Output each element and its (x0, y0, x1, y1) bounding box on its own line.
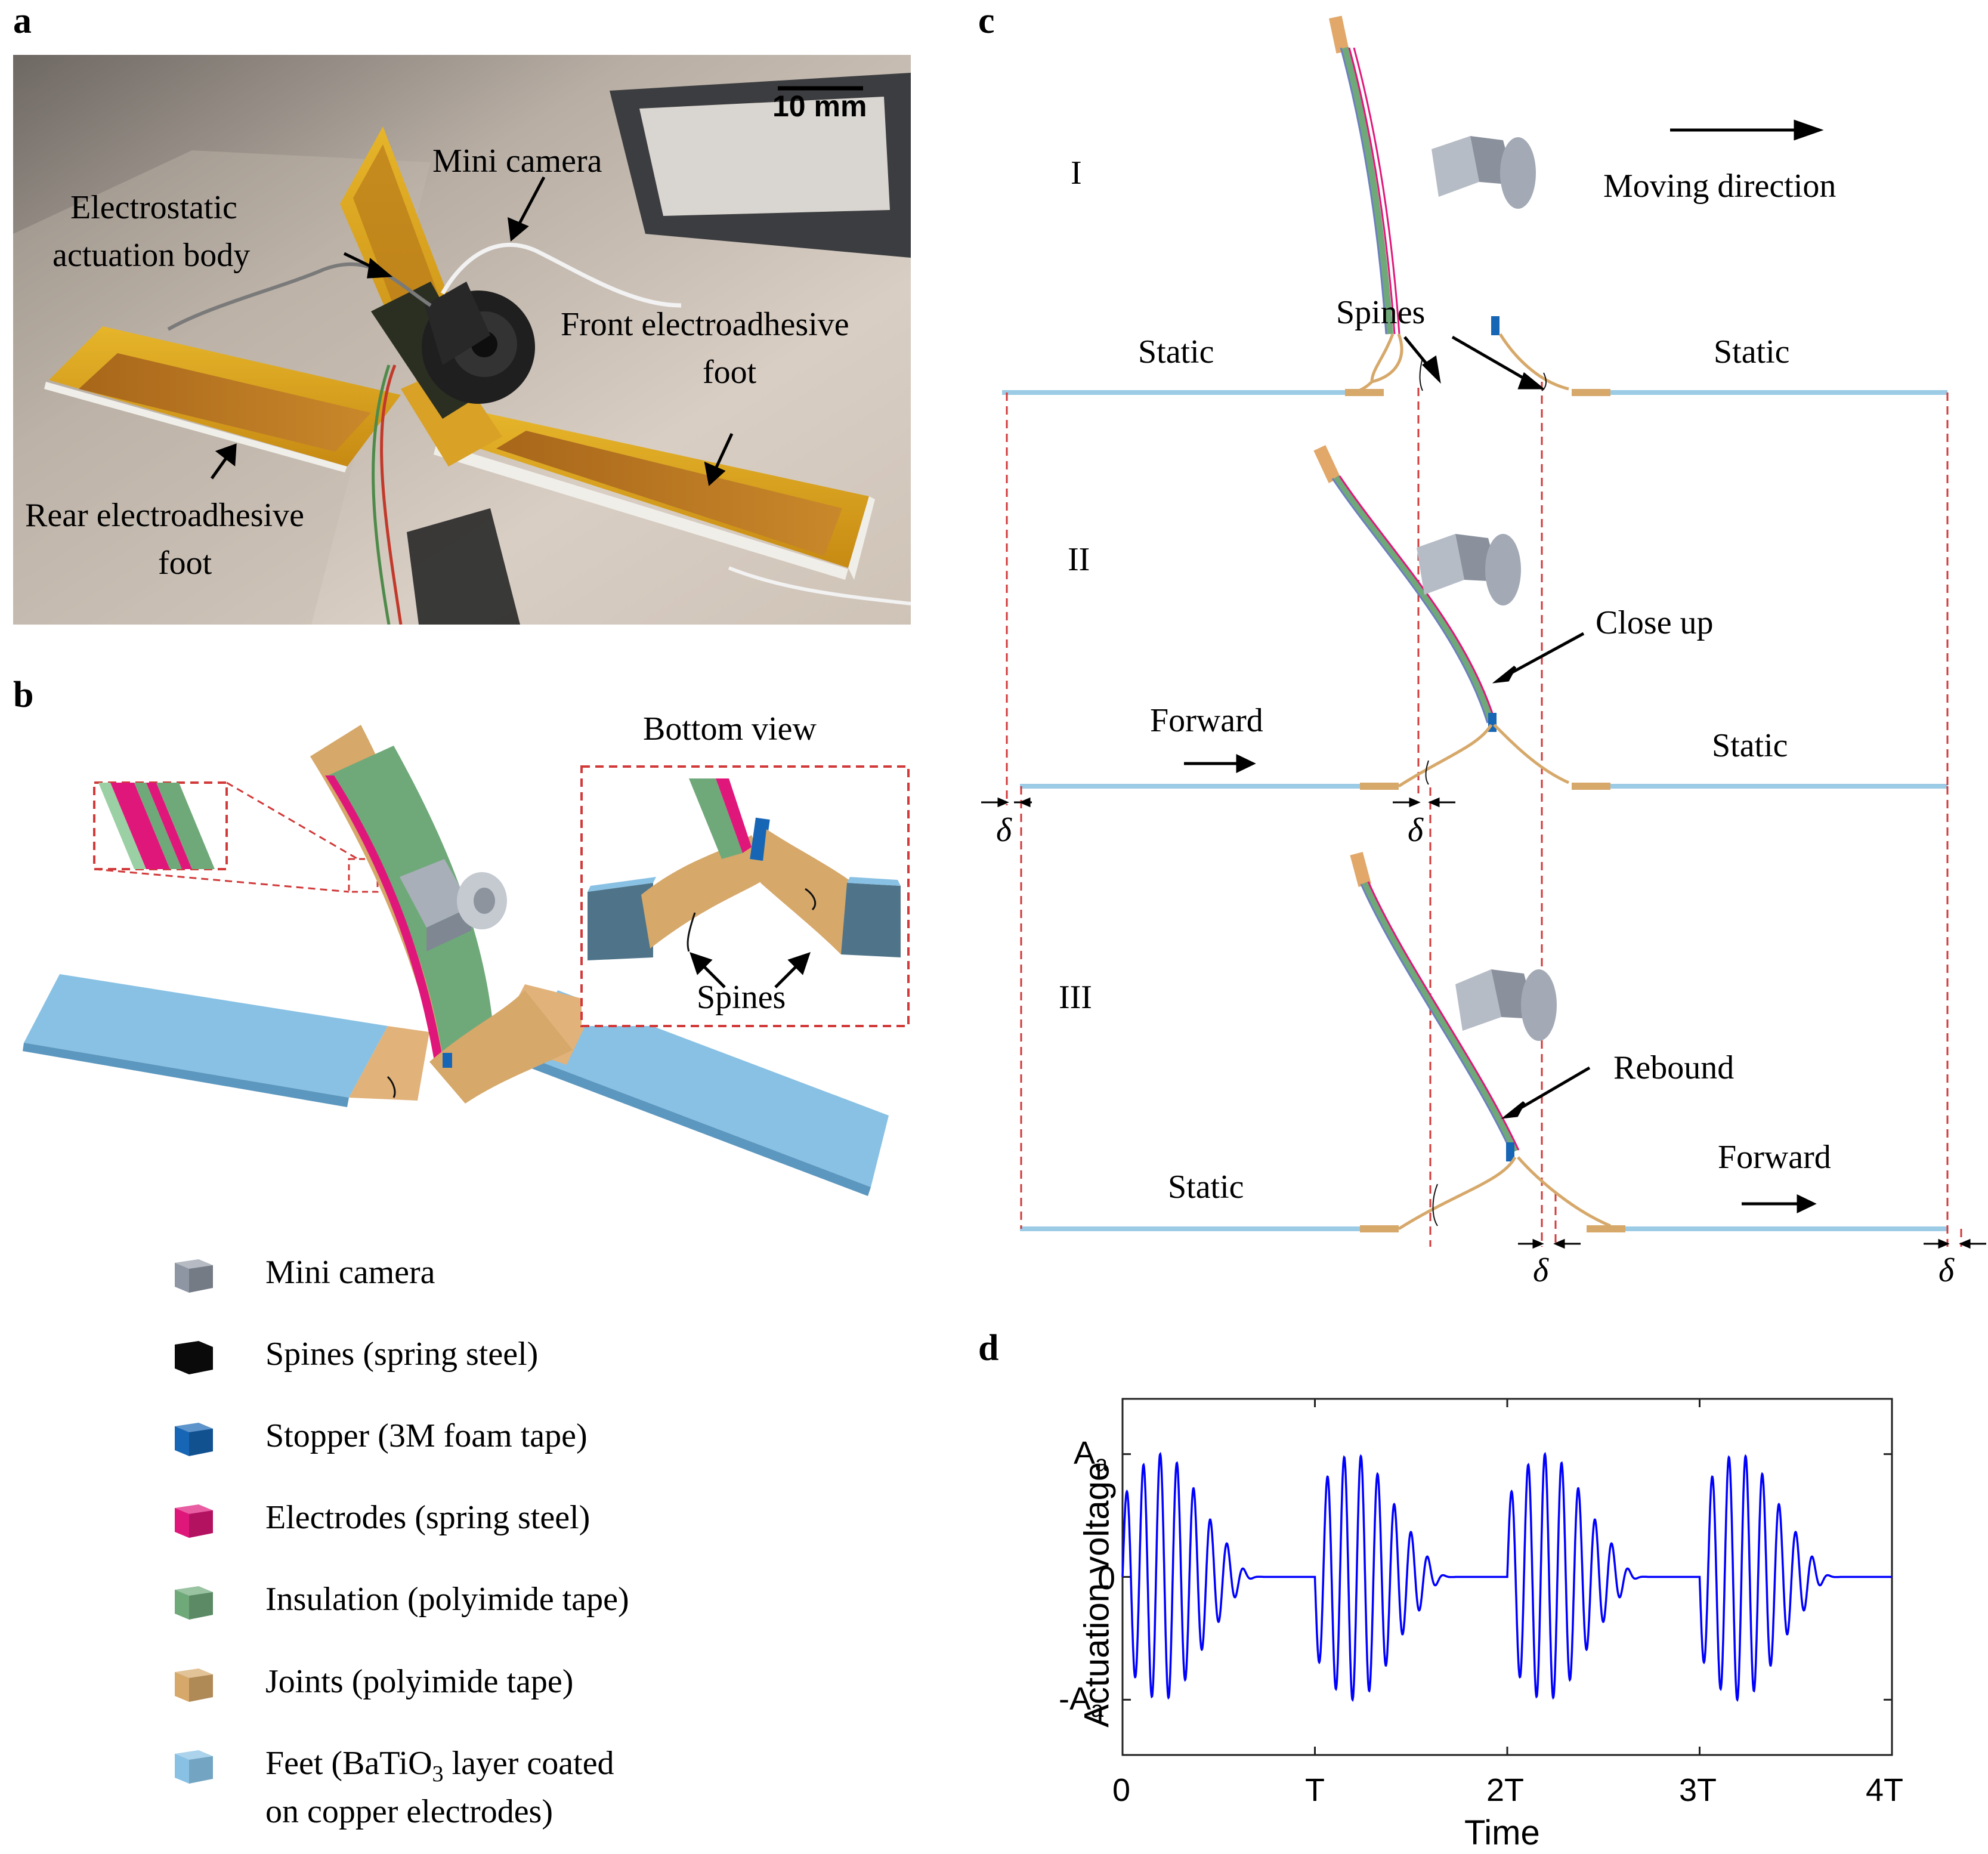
delta-label-1: δ (996, 812, 1012, 849)
bottom-view-title: Bottom view (643, 710, 817, 747)
robot-stage-2 (1313, 445, 1570, 788)
label-mini-camera: Mini camera (432, 143, 602, 180)
label-rear-foot-2: foot (158, 545, 212, 582)
panel-label-c: c (978, 1, 995, 41)
label-front-foot-2: foot (703, 354, 757, 391)
x-axis-label: Time (1464, 1813, 1540, 1852)
swatch-top (175, 1259, 213, 1293)
forward-label-2: Forward (1718, 1139, 1831, 1176)
legend-swatch-2 (175, 1423, 213, 1456)
legend-swatch-3 (175, 1504, 213, 1538)
panel-a-photo (13, 55, 911, 625)
x-tick-label-2: 2T (1486, 1772, 1525, 1808)
x-tick-label-1: T (1305, 1772, 1325, 1808)
legend-label-3: Electrodes (spring steel) (265, 1499, 590, 1536)
y-tick-label-top: Aa (1074, 1435, 1108, 1476)
delta-label-3: δ (1533, 1252, 1549, 1289)
static-label-1: Static (1138, 333, 1214, 370)
moving-direction-label: Moving direction (1603, 168, 1836, 205)
label-actuation-body-1: Electrostatic (70, 189, 237, 226)
panel-label-a: a (13, 1, 32, 41)
panel-label-d: d (978, 1328, 999, 1368)
close-up-label: Close up (1596, 604, 1714, 641)
label-rear-foot-1: Rear electroadhesive (25, 497, 304, 534)
forward-label-1: Forward (1150, 702, 1263, 739)
legend-label-6-b: layer coated (443, 1745, 614, 1782)
legend-label-6: Feet (BaTiO3 layer coated (265, 1744, 614, 1788)
legend-label-4: Insulation (polyimide tape) (265, 1581, 629, 1618)
panel-c-diagram (981, 16, 1986, 1249)
actuation-voltage-line (1121, 1451, 1892, 1702)
legend-swatch-4 (175, 1586, 213, 1620)
legend-label-2: Stopper (3M foam tape) (265, 1417, 588, 1454)
delta-label-4: δ (1938, 1252, 1955, 1289)
label-front-foot-1: Front electroadhesive (561, 306, 849, 343)
legend-label-5: Joints (polyimide tape) (265, 1663, 574, 1700)
legend-label-0: Mini camera (265, 1254, 435, 1291)
bottom-view-spines-label: Spines (697, 979, 786, 1016)
photo-illustration (13, 55, 911, 625)
stage-2-label: II (1068, 541, 1090, 578)
legend-swatch-0 (175, 1259, 213, 1293)
y-tick-label-mid: 0 (1097, 1561, 1116, 1596)
x-tick-label-4: 4T (1866, 1772, 1904, 1808)
legend-label-6-a: Feet (BaTiO (265, 1745, 432, 1782)
legend-label-6-sub: 3 (432, 1762, 444, 1787)
panel-label-b: b (13, 675, 34, 715)
scale-bar-label: 10 mm (772, 89, 867, 123)
label-actuation-body-2: actuation body (52, 237, 251, 274)
legend-label-1: Spines (spring steel) (265, 1336, 539, 1373)
robot-stage-1 (1329, 16, 1569, 394)
rebound-label: Rebound (1613, 1049, 1735, 1086)
legend-swatch-1 (175, 1341, 213, 1374)
static-label-4: Static (1168, 1169, 1244, 1206)
panel-b-model (23, 725, 910, 1196)
x-tick-label-0: 0 (1112, 1772, 1131, 1808)
legend-swatch-6 (175, 1750, 213, 1784)
spines-label-c: Spines (1336, 294, 1426, 331)
delta-label-2: δ (1408, 812, 1424, 849)
static-label-3: Static (1712, 727, 1788, 764)
y-tick-label-bottom: -Aa (1059, 1681, 1104, 1722)
panel-d-chart (1121, 1398, 1893, 1756)
x-tick-label-3: 3T (1679, 1772, 1717, 1808)
legend-swatch-5 (175, 1668, 213, 1702)
chart-line-series (1121, 1451, 1892, 1702)
robot-stage-3 (1350, 852, 1611, 1231)
legend-label-6-line2: on copper electrodes) (265, 1793, 553, 1830)
stage-3-label: III (1059, 979, 1092, 1016)
static-label-2: Static (1714, 333, 1790, 370)
stage-1-label: I (1071, 154, 1082, 191)
